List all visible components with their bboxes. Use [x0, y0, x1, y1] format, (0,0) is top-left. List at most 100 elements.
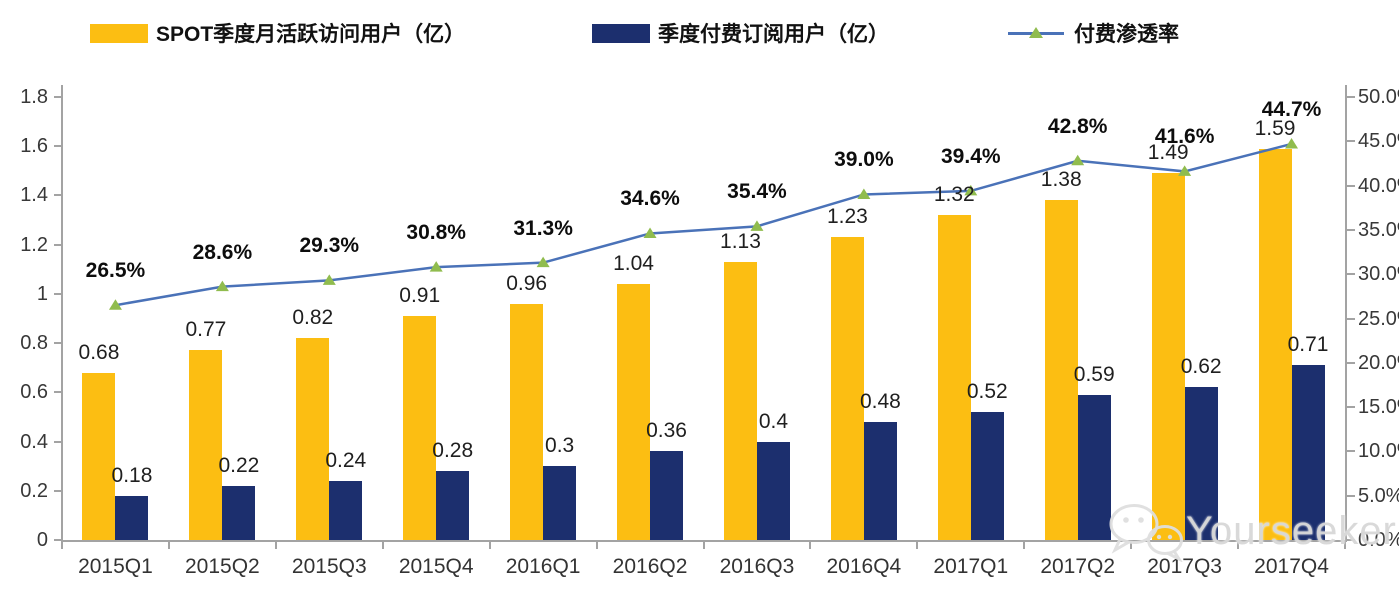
- y-right-tick-label: 25.0%: [1358, 307, 1399, 330]
- subscribers-bar: [543, 466, 577, 540]
- subscribers-value-label: 0.36: [646, 419, 687, 443]
- x-axis: [61, 540, 1347, 542]
- subscribers-value-label: 0.62: [1180, 355, 1222, 379]
- penetration-marker: [215, 280, 229, 292]
- y-right-tick-label: 30.0%: [1358, 263, 1399, 286]
- mau-value-label: 0.96: [506, 271, 548, 295]
- y-right-tick-label: 20.0%: [1358, 351, 1399, 374]
- subscribers-bar: [115, 495, 149, 540]
- penetration-marker: [750, 220, 764, 231]
- y-left-tick-label: 0.8: [20, 332, 48, 355]
- y-left-tick-label: 0.4: [20, 430, 48, 453]
- penetration-marker: [108, 299, 122, 310]
- subscribers-value-label: 0.24: [325, 448, 367, 472]
- subscribers-value-label: 0.4: [758, 409, 789, 433]
- x-axis-tick: [1344, 542, 1346, 549]
- mau-series-swatch: [90, 23, 148, 43]
- penetration-value-label: 35.4%: [727, 180, 787, 204]
- x-tick-label: 2016Q1: [505, 555, 581, 578]
- x-axis-tick: [1023, 542, 1026, 549]
- y-right-tick-label: 0.0%: [1358, 529, 1399, 551]
- subscribers-value-label: 0.48: [859, 389, 901, 413]
- penetration-marker: [1071, 154, 1085, 166]
- mau-bar: [296, 338, 330, 540]
- subscribers-bar: [863, 421, 897, 540]
- y-right-tick: [1347, 450, 1355, 453]
- subscribers-value-label: 0.52: [966, 380, 1008, 404]
- penetration-value-label: 34.6%: [620, 187, 680, 211]
- y-left-tick-label: 1: [36, 282, 48, 305]
- y-right-tick: [1347, 406, 1355, 409]
- x-axis-tick: [916, 542, 919, 549]
- subscribers-value-label: 0.28: [432, 439, 474, 463]
- x-axis-tick: [167, 542, 170, 549]
- x-tick-label: 2016Q3: [719, 555, 795, 578]
- x-axis-tick: [809, 542, 812, 549]
- subscribers-value-label: 0.59: [1073, 362, 1115, 386]
- x-axis-tick: [595, 542, 598, 549]
- mau-bar: [1258, 148, 1292, 540]
- y-right-tick-label: 35.0%: [1358, 218, 1399, 241]
- penetration-value-label: 29.3%: [299, 234, 360, 258]
- y-left-tick: [54, 194, 62, 197]
- y-left-tick-label: 0: [36, 529, 48, 551]
- y-left-tick: [54, 391, 62, 394]
- y-right-tick-label: 15.0%: [1358, 396, 1399, 419]
- mau-value-label: 0.77: [185, 318, 227, 342]
- subscribers-value-label: 0.18: [111, 463, 153, 487]
- subscribers-bar: [1184, 387, 1218, 540]
- x-axis-tick: [61, 542, 63, 549]
- x-tick-label: 2017Q1: [933, 555, 1009, 578]
- x-tick-label: 2017Q3: [1147, 555, 1222, 578]
- mau-bar: [82, 372, 116, 540]
- penetration-value-label: 30.8%: [406, 221, 466, 245]
- x-tick-label: 2017Q4: [1254, 555, 1329, 578]
- y-right-tick-label: 10.0%: [1358, 440, 1399, 463]
- y-left-tick: [54, 489, 62, 492]
- y-right-tick-label: 50.0%: [1358, 86, 1399, 108]
- y-left-tick: [54, 342, 62, 345]
- mau-bar: [189, 350, 223, 540]
- legend-item-subscribers: 季度付费订阅用户（亿）: [592, 20, 889, 46]
- y-right-tick: [1347, 184, 1355, 187]
- mau-bar: [937, 215, 971, 540]
- mau-value-label: 1.23: [826, 205, 868, 229]
- mau-bar: [510, 303, 544, 540]
- y-left-tick-label: 1.2: [20, 233, 48, 256]
- y-left-tick-label: 1.6: [20, 135, 48, 158]
- penetration-marker: [643, 227, 657, 238]
- penetration-value-label: 28.6%: [192, 240, 253, 264]
- mau-value-label: 1.13: [720, 229, 761, 253]
- y-left-tick-label: 0.6: [20, 381, 48, 404]
- mau-value-label: 1.38: [1040, 168, 1082, 192]
- penetration-value-label: 39.4%: [941, 144, 1001, 168]
- y-left-tick-label: 1.8: [20, 86, 48, 108]
- penetration-value-label: 44.7%: [1261, 97, 1322, 121]
- y-right-tick: [1347, 140, 1355, 143]
- y-right-tick-label: 5.0%: [1358, 484, 1399, 507]
- y-axis-right: [1345, 85, 1347, 541]
- y-left-tick-label: 1.4: [20, 184, 48, 207]
- x-axis-tick: [702, 542, 705, 549]
- y-left-tick: [54, 145, 62, 148]
- penetration-value-label: 26.5%: [85, 259, 146, 283]
- y-left-tick: [54, 292, 62, 295]
- y-right-tick-label: 45.0%: [1358, 130, 1399, 153]
- x-axis-tick: [274, 542, 277, 549]
- subscribers-bar: [650, 451, 684, 540]
- mau-value-label: 0.68: [78, 340, 120, 364]
- mau-bar: [723, 261, 757, 540]
- subscribers-bar: [222, 485, 256, 540]
- subscribers-bar: [436, 471, 470, 540]
- mau-value-label: 1.59: [1254, 116, 1296, 140]
- subscribers-bar: [1291, 365, 1325, 540]
- penetration-value-label: 41.6%: [1154, 125, 1215, 149]
- penetration-marker: [322, 274, 336, 285]
- x-tick-label: 2015Q4: [398, 555, 474, 578]
- x-tick-label: 2015Q1: [78, 555, 153, 578]
- y-right-tick: [1347, 317, 1355, 320]
- subscribers-bar: [756, 441, 790, 540]
- y-axis-left: [61, 85, 63, 541]
